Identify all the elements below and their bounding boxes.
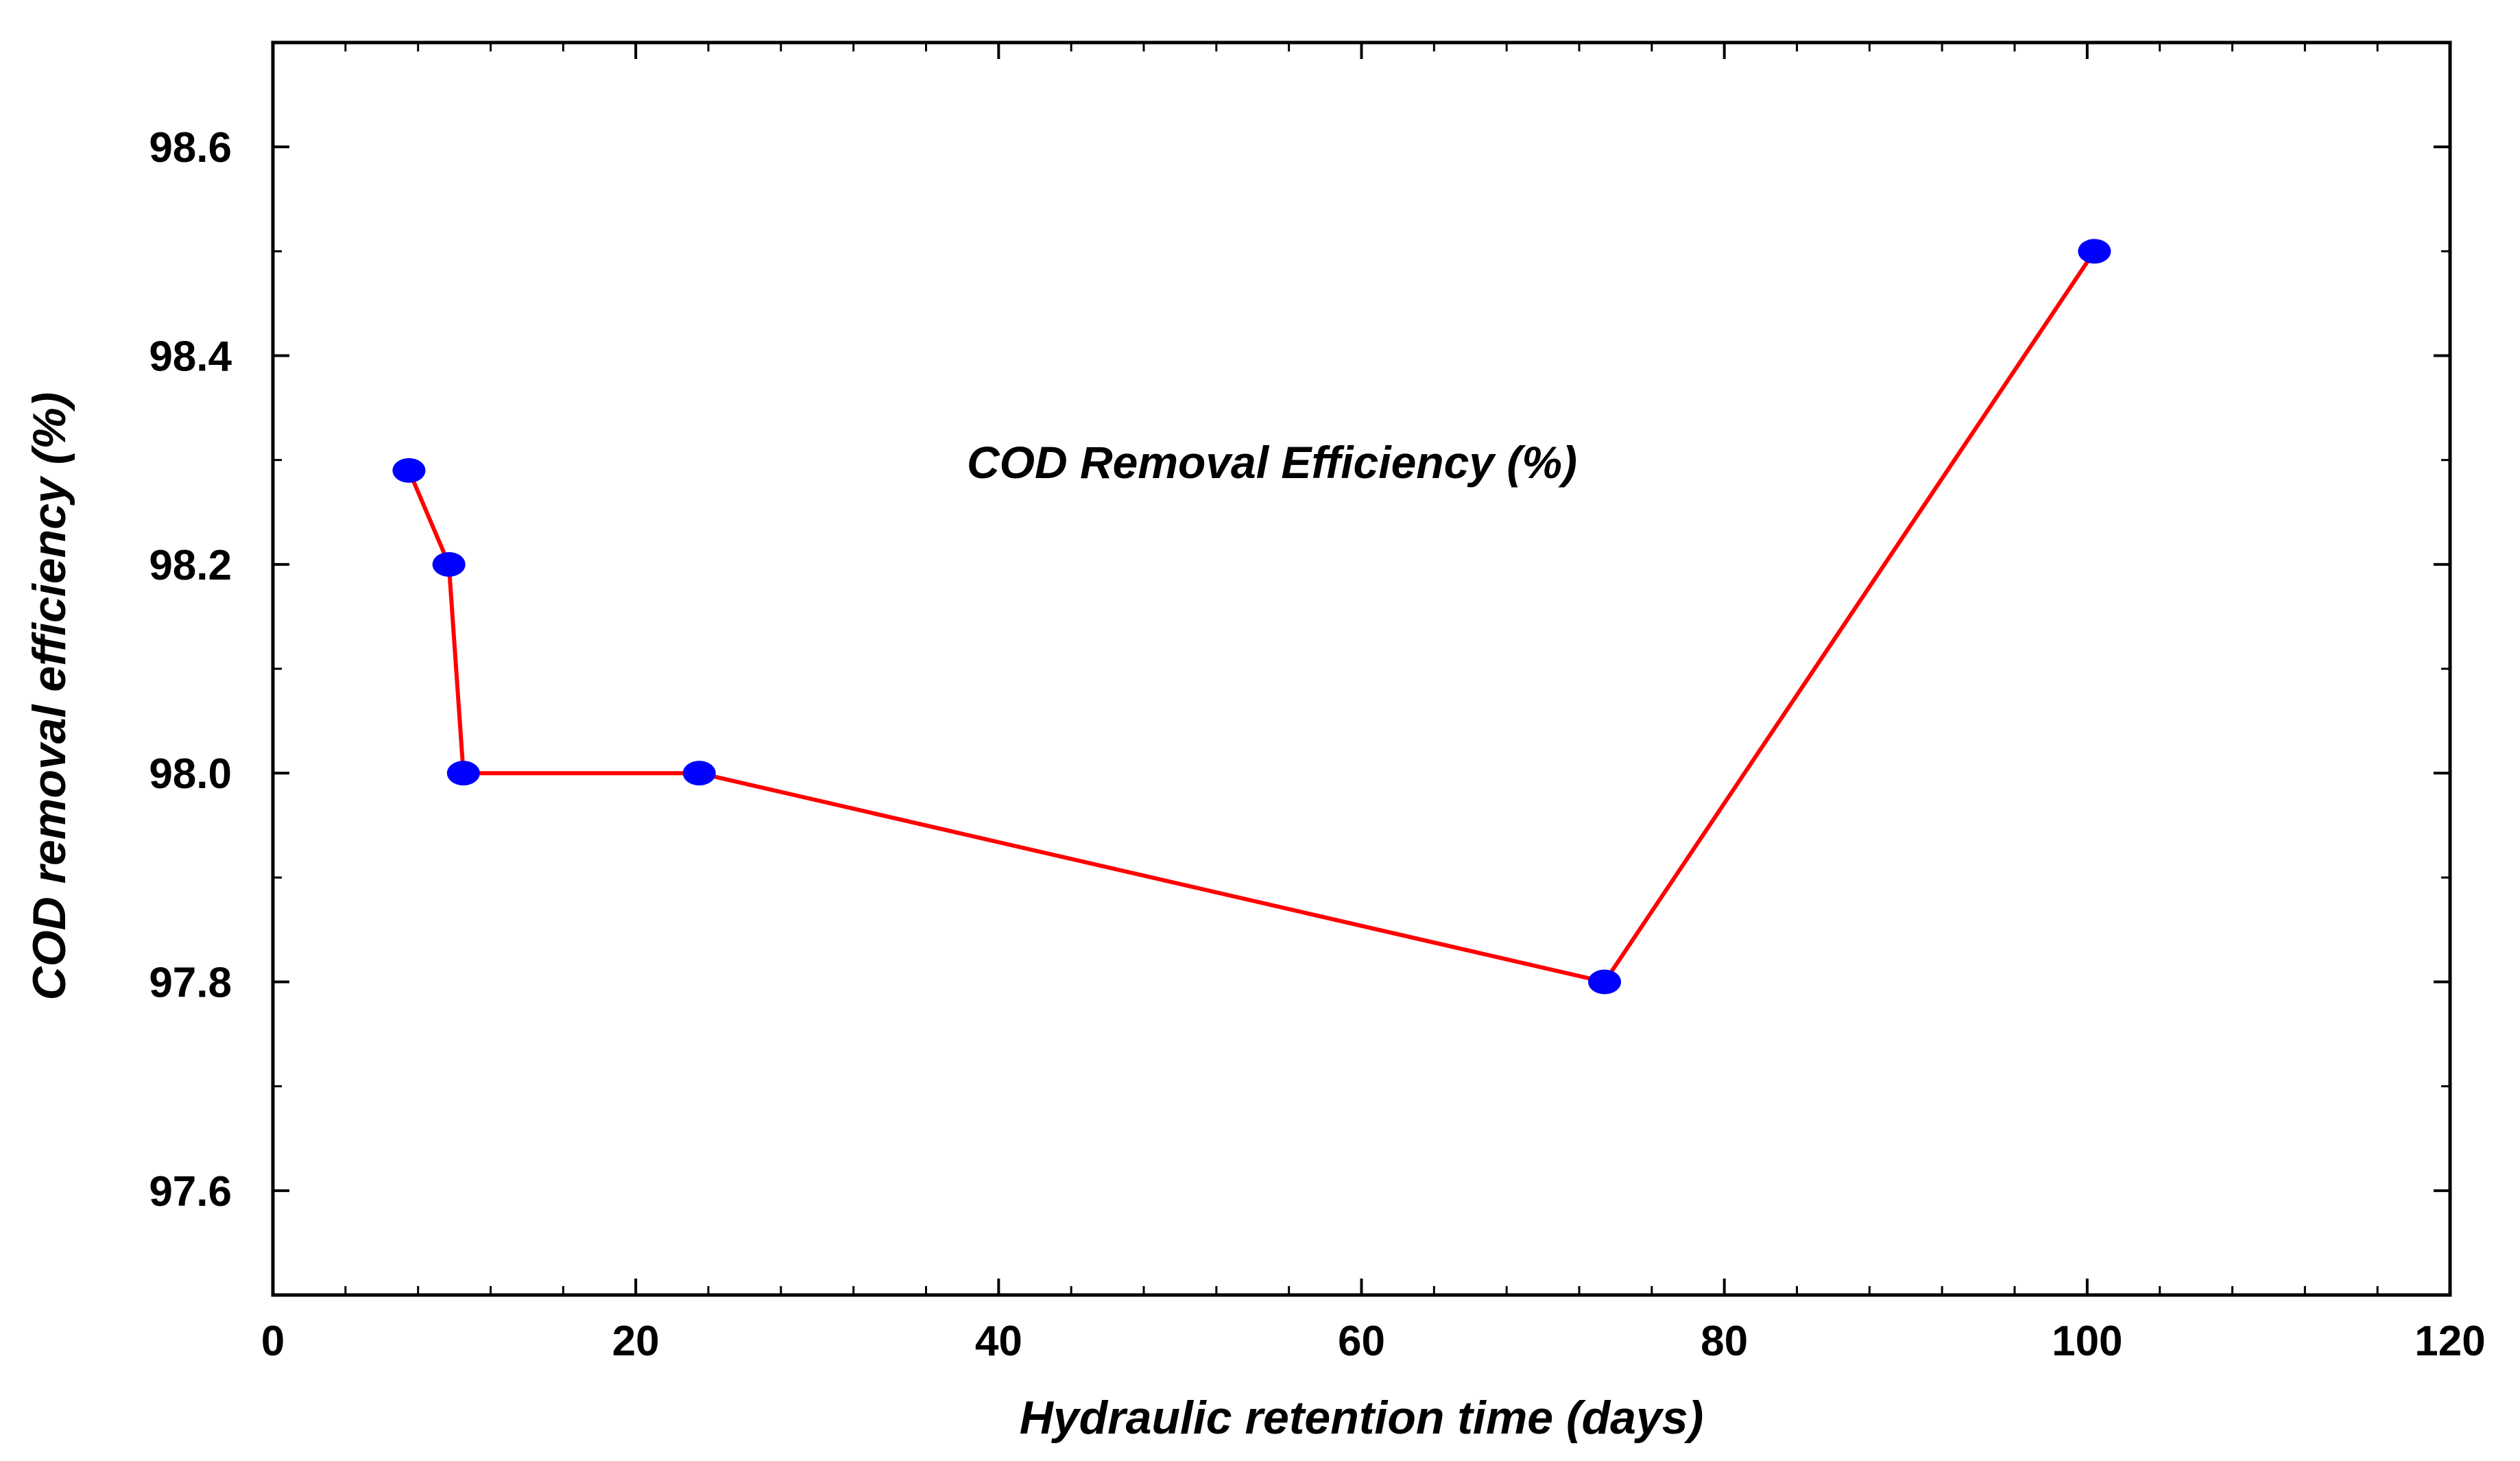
minor-ticks (273, 41, 2450, 1296)
x-tick-labels: 0 20 40 60 80 100 120 (261, 1318, 2486, 1365)
y-tick-label: 98.4 (149, 333, 232, 381)
chart-annotation: COD Removal Efficiency (%) (967, 437, 1577, 488)
x-axis-label: Hydraulic retention time (days) (1020, 1392, 1704, 1444)
y-axis-label: COD removal efficiency (%) (23, 392, 75, 1001)
x-tick-label: 80 (1701, 1318, 1748, 1365)
y-tick-label: 98.0 (149, 750, 232, 798)
y-tick-labels: 97.6 97.8 98.0 98.2 98.4 98.6 (149, 124, 232, 1215)
y-tick-label: 97.8 (149, 960, 232, 1007)
data-point (2078, 239, 2111, 264)
series-line (407, 250, 2096, 984)
data-point (446, 761, 480, 786)
data-point (392, 458, 426, 483)
x-tick-label: 120 (2414, 1318, 2485, 1365)
data-point (432, 551, 466, 577)
series-lines (407, 250, 2096, 984)
y-tick-label: 97.6 (149, 1168, 232, 1215)
x-tick-label: 20 (612, 1318, 660, 1365)
x-tick-label: 60 (1338, 1318, 1385, 1365)
data-point (682, 761, 716, 786)
major-ticks (272, 43, 2451, 1295)
x-tick-label: 40 (975, 1318, 1022, 1365)
plot-frame (271, 40, 2452, 1297)
data-point (1588, 969, 1622, 995)
x-tick-label: 0 (261, 1318, 285, 1365)
y-tick-label: 98.2 (149, 542, 232, 589)
y-tick-label: 98.6 (149, 124, 232, 171)
series-points (392, 239, 2111, 995)
x-tick-label: 100 (2052, 1318, 2122, 1365)
